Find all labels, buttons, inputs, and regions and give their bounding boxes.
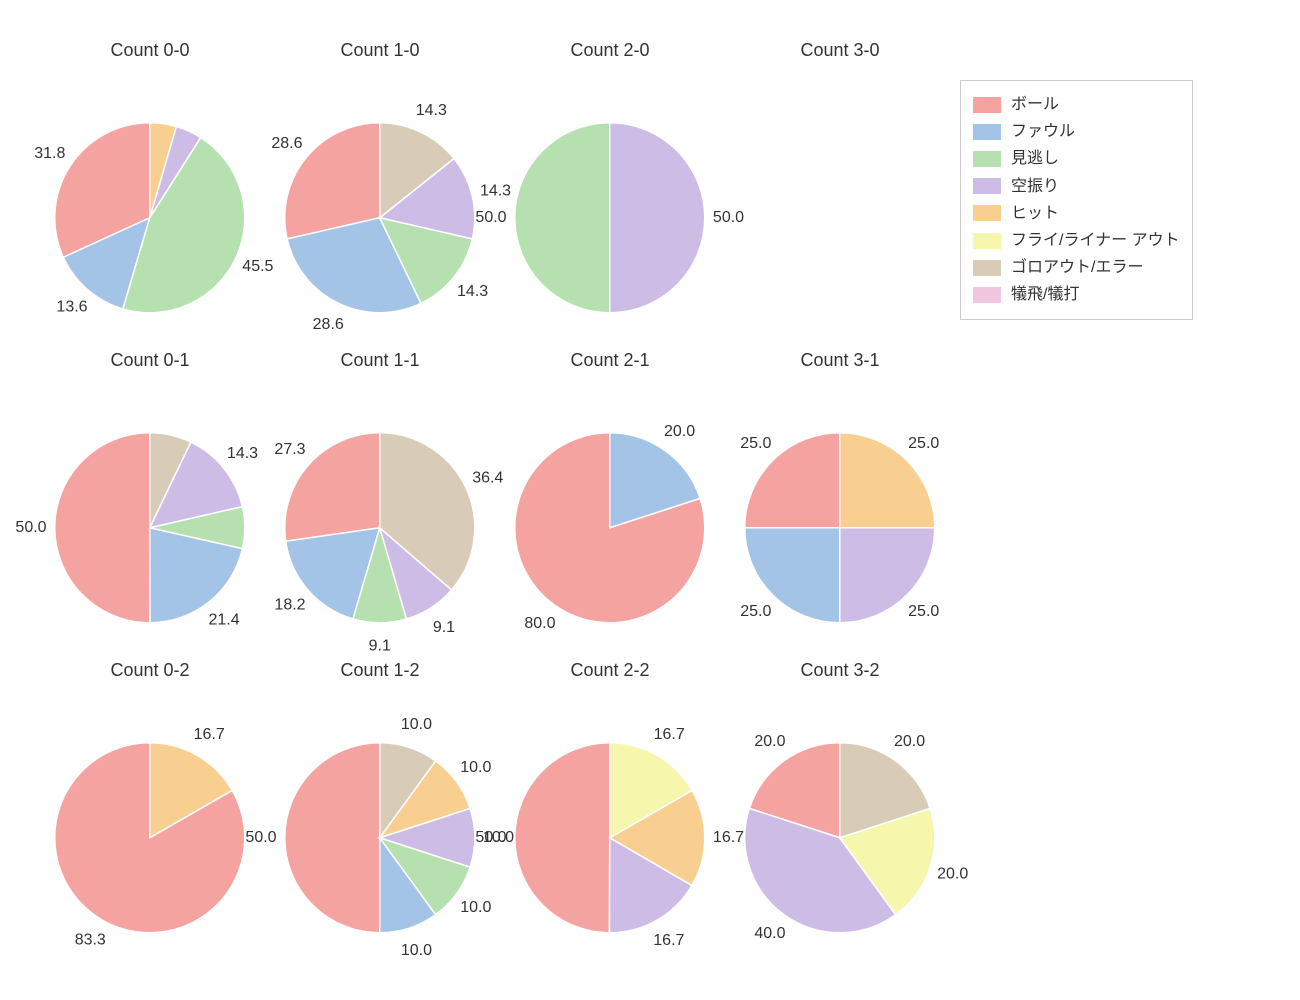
slice-label: 40.0: [755, 925, 786, 942]
slice-label: 16.7: [654, 932, 685, 949]
panel-title: Count 3-2: [730, 660, 950, 681]
slice-label: 25.0: [740, 435, 771, 452]
legend-swatch: [973, 287, 1001, 303]
slice-label: 9.1: [369, 638, 391, 655]
panel-title: Count 0-0: [40, 40, 260, 61]
pie-wrap: 25.0 25.0 25.0 25.0: [693, 381, 987, 675]
legend-swatch: [973, 151, 1001, 167]
pie-panel-c32: Count 3-220.040.020.020.0: [730, 660, 950, 985]
pie-panel-c30: Count 3-0: [730, 40, 950, 365]
pie-chart: 25.0 25.0 25.0 25.0: [693, 381, 987, 675]
slice-label: 16.7: [194, 726, 225, 743]
panel-title: Count 2-2: [500, 660, 720, 681]
panel-title: Count 1-1: [270, 350, 490, 371]
pie-slice-looking: [515, 123, 610, 313]
slice-label: 16.7: [654, 726, 685, 743]
slice-label: 20.0: [664, 423, 695, 440]
pie-chart: [693, 71, 987, 365]
legend-swatch: [973, 233, 1001, 249]
slice-label: 18.2: [275, 597, 306, 614]
pie-panel-c11: Count 1-127.318.29.19.136.4: [270, 350, 490, 675]
slice-label: 50.0: [476, 209, 507, 226]
slice-label: 25.0: [908, 603, 939, 620]
slice-label: 10.0: [401, 716, 432, 733]
pie-slice-ball: [515, 743, 610, 933]
pie-panel-c00: Count 0-031.813.645.5: [40, 40, 260, 365]
legend-row-flyliner: フライ/ライナー アウト: [973, 227, 1180, 254]
legend-label: ボール: [1011, 91, 1059, 118]
legend-row-looking: 見逃し: [973, 145, 1180, 172]
legend-row-hit: ヒット: [973, 200, 1180, 227]
pie-slice-swinging: [610, 123, 705, 313]
pie-wrap: [693, 71, 987, 365]
slice-label: 28.6: [272, 135, 303, 152]
slice-label: 50.0: [16, 519, 47, 536]
panel-title: Count 2-0: [500, 40, 720, 61]
legend-label: ファウル: [1011, 118, 1075, 145]
legend-row-groundout: ゴロアウト/エラー: [973, 254, 1180, 281]
pie-panel-c10: Count 1-028.628.614.314.314.3: [270, 40, 490, 365]
slice-label: 10.0: [401, 942, 432, 959]
slice-label: 20.0: [894, 733, 925, 750]
panel-title: Count 1-0: [270, 40, 490, 61]
pie-panel-c31: Count 3-1 25.0 25.0 25.0 25.0: [730, 350, 950, 675]
slice-label: 83.3: [75, 932, 106, 949]
pie-slice-ball: [55, 433, 150, 623]
pie-panel-c20: Count 2-050.050.0: [500, 40, 720, 365]
legend: ボールファウル見逃し空振りヒットフライ/ライナー アウトゴロアウト/エラー犠飛/…: [960, 80, 1193, 320]
legend-row-foul: ファウル: [973, 118, 1180, 145]
panel-title: Count 0-1: [40, 350, 260, 371]
panel-title: Count 3-1: [730, 350, 950, 371]
slice-label: 20.0: [755, 733, 786, 750]
slice-label: 27.3: [275, 441, 306, 458]
slice-label: 25.0: [740, 603, 771, 620]
pie-chart: 20.0 40.0 20.0 20.0: [693, 691, 987, 985]
slice-label: 50.0: [246, 829, 277, 846]
legend-label: フライ/ライナー アウト: [1011, 227, 1180, 254]
slice-label: 31.8: [35, 145, 66, 162]
pie-panel-c21: Count 2-1 80.0 20.0: [500, 350, 720, 675]
pie-slice-ball: [285, 743, 380, 933]
pie-panel-c22: Count 2-250.016.716.716.7: [500, 660, 720, 985]
panel-title: Count 2-1: [500, 350, 720, 371]
panel-title: Count 0-2: [40, 660, 260, 681]
legend-label: 犠飛/犠打: [1011, 281, 1079, 308]
slice-label: 25.0: [908, 435, 939, 452]
slice-label: 20.0: [937, 866, 968, 883]
legend-swatch: [973, 124, 1001, 140]
legend-row-swinging: 空振り: [973, 173, 1180, 200]
legend-swatch: [973, 260, 1001, 276]
legend-label: 見逃し: [1011, 145, 1059, 172]
legend-row-sac: 犠飛/犠打: [973, 281, 1180, 308]
chart-canvas: Count 0-031.813.645.5 Count 1-0 28.6 28.6 14…: [0, 0, 1300, 1000]
pie-panel-c01: Count 0-150.021.414.3: [40, 350, 260, 675]
pie-wrap: 20.0 40.0 20.0 20.0: [693, 691, 987, 985]
legend-label: 空振り: [1011, 173, 1059, 200]
slice-label: 9.1: [433, 619, 455, 636]
slice-label: 28.6: [313, 316, 344, 333]
panel-title: Count 3-0: [730, 40, 950, 61]
legend-row-ball: ボール: [973, 91, 1180, 118]
panel-title: Count 1-2: [270, 660, 490, 681]
legend-label: ゴロアウト/エラー: [1011, 254, 1143, 281]
legend-swatch: [973, 178, 1001, 194]
legend-label: ヒット: [1011, 200, 1059, 227]
legend-swatch: [973, 205, 1001, 221]
legend-swatch: [973, 97, 1001, 113]
slice-label: 14.3: [416, 102, 447, 119]
slice-label: 13.6: [57, 299, 88, 316]
pie-panel-c02: Count 0-2 83.3 16.7: [40, 660, 260, 985]
slice-label: 50.0: [476, 829, 507, 846]
slice-label: 80.0: [525, 615, 556, 632]
pie-panel-c12: Count 1-250.010.010.010.010.010.0: [270, 660, 490, 985]
